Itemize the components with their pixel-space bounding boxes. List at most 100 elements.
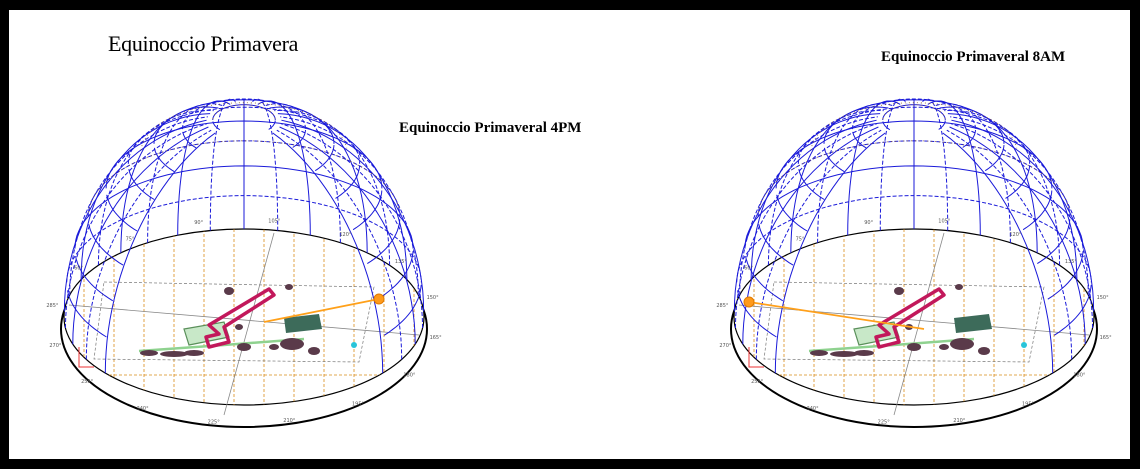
azimuth-meridian bbox=[277, 113, 408, 280]
east-west-axis bbox=[68, 304, 420, 336]
degree-label: 120° bbox=[1009, 232, 1022, 238]
obstacle bbox=[810, 350, 828, 356]
degree-label: 60° bbox=[74, 266, 83, 272]
azimuth-meridian bbox=[97, 109, 214, 266]
obstacle bbox=[280, 338, 304, 350]
degree-label: 210° bbox=[953, 418, 966, 424]
azimuth-meridian bbox=[63, 119, 207, 312]
altitude-ring bbox=[352, 190, 383, 231]
altitude-ring bbox=[335, 165, 361, 199]
azimuth-meridian bbox=[85, 129, 212, 360]
degree-label: 105° bbox=[938, 218, 951, 224]
degree-label: 90° bbox=[194, 220, 203, 226]
sun-ray bbox=[263, 298, 380, 323]
obstacle bbox=[285, 284, 293, 290]
azimuth-meridian bbox=[80, 113, 211, 280]
sun-path-arc bbox=[758, 140, 1070, 213]
azimuth-meridian bbox=[147, 103, 225, 243]
sky-dome-4pm: 285° 270° 255° 240° 225° 210° 195° 180° 165° 150°… bbox=[46, 98, 443, 428]
site-boundary bbox=[93, 281, 375, 363]
degree-label: 240° bbox=[807, 406, 820, 412]
obstacle bbox=[140, 350, 158, 356]
azimuth-meridian bbox=[774, 132, 886, 374]
altitude-ring bbox=[383, 284, 422, 336]
azimuth-meridian bbox=[949, 126, 1086, 345]
degree-label: 150° bbox=[1097, 295, 1110, 301]
altitude-ring bbox=[128, 168, 155, 200]
altitude-ring bbox=[1022, 190, 1053, 231]
degree-label: 195° bbox=[1022, 402, 1035, 408]
sky-dome-8am: 285° 270° 255° 240° 225° 210° 195° 180° 165° 150°… bbox=[716, 98, 1112, 428]
azimuth-meridian bbox=[817, 103, 895, 243]
azimuth-meridian bbox=[951, 119, 1095, 312]
degree-label: 255° bbox=[81, 379, 94, 385]
altitude-ring bbox=[106, 194, 138, 232]
degree-label: 180° bbox=[403, 372, 416, 378]
azimuth-meridian bbox=[104, 132, 216, 374]
figure-frame: Equinoccio Primavera Equinoccio Primaver… bbox=[9, 10, 1130, 459]
degree-label: 105° bbox=[268, 218, 281, 224]
azimuth-meridian bbox=[280, 123, 424, 329]
obstacle bbox=[950, 338, 974, 350]
azimuth-meridian bbox=[939, 106, 1038, 253]
building-outline bbox=[204, 287, 276, 349]
altitude-ring bbox=[212, 121, 221, 131]
horizon-ring bbox=[733, 228, 1095, 406]
altitude-ring bbox=[182, 131, 197, 149]
azimuth-meridian bbox=[733, 119, 877, 312]
obstacle bbox=[894, 287, 904, 295]
azimuth-meridian bbox=[927, 100, 981, 236]
azimuth-meridian bbox=[280, 116, 419, 296]
degree-label: 255° bbox=[751, 379, 764, 385]
obstacle bbox=[235, 324, 243, 330]
obstacle bbox=[939, 344, 949, 350]
sun-ray bbox=[748, 301, 925, 330]
sun-marker bbox=[743, 296, 755, 308]
azimuth-meridian bbox=[72, 126, 209, 345]
altitude-ring bbox=[745, 256, 784, 302]
degree-label: 165° bbox=[430, 335, 443, 341]
site-boundary bbox=[763, 281, 1045, 363]
compass-marker bbox=[748, 347, 764, 368]
altitude-ring bbox=[758, 224, 794, 266]
azimuth-meridian bbox=[942, 132, 1054, 374]
degree-label: 150° bbox=[427, 295, 440, 301]
panel-title-4pm: Equinoccio Primaveral 4PM bbox=[399, 120, 582, 136]
obstacle bbox=[907, 343, 921, 351]
degree-label: 225° bbox=[208, 420, 221, 426]
tree-cluster bbox=[284, 314, 322, 333]
degree-label: 210° bbox=[283, 418, 296, 424]
sun-path-arc bbox=[882, 104, 946, 120]
azimuth-meridian bbox=[755, 129, 882, 360]
obstacle bbox=[224, 287, 234, 295]
degree-label: 225° bbox=[878, 420, 891, 426]
degree-label: 135° bbox=[395, 259, 408, 265]
azimuth-meridian bbox=[269, 106, 368, 253]
sun-marker bbox=[373, 293, 385, 305]
azimuth-meridian bbox=[947, 113, 1078, 280]
azimuth-meridian bbox=[276, 129, 403, 360]
azimuth-meridian bbox=[933, 103, 1011, 243]
degree-label: 75° bbox=[796, 237, 805, 243]
altitude-ring bbox=[1053, 284, 1092, 336]
degree-label: 285° bbox=[46, 303, 59, 309]
building-outline bbox=[874, 287, 946, 349]
altitude-ring bbox=[1005, 165, 1031, 199]
degree-label: 60° bbox=[744, 266, 753, 272]
degree-label: 195° bbox=[352, 402, 365, 408]
degree-label: 270° bbox=[719, 343, 732, 349]
azimuth-meridian bbox=[750, 113, 881, 280]
obstacle bbox=[830, 351, 858, 357]
azimuth-meridian bbox=[944, 109, 1061, 266]
azimuth-meridian bbox=[279, 126, 416, 345]
azimuth-meridian bbox=[950, 116, 1089, 296]
azimuth-meridian bbox=[257, 100, 311, 236]
azimuth-meridian bbox=[272, 132, 384, 374]
azimuth-meridian bbox=[920, 98, 949, 231]
sun-path-arc bbox=[88, 140, 400, 213]
obstacle bbox=[308, 347, 320, 355]
altitude-ring bbox=[88, 224, 124, 266]
altitude-ring bbox=[153, 147, 175, 173]
azimuth-meridian bbox=[847, 100, 901, 236]
azimuth-meridian bbox=[263, 103, 341, 243]
